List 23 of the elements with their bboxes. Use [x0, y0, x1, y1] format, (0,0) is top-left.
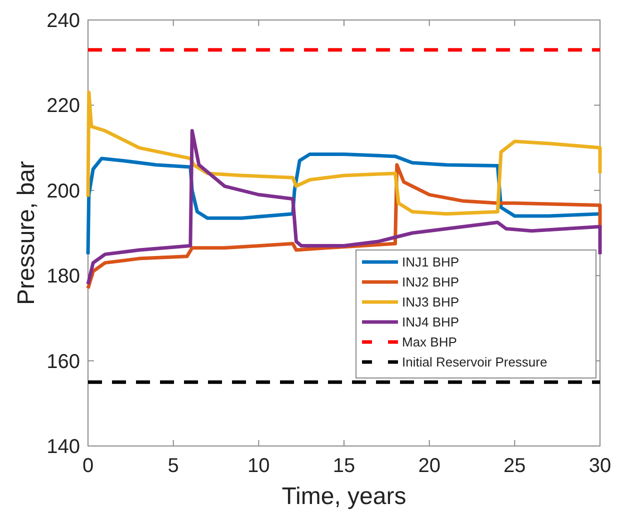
legend-label: Max BHP — [402, 334, 457, 350]
x-tick-label: 20 — [418, 455, 440, 477]
legend-label: INJ4 BHP — [402, 314, 460, 330]
line-series — [86, 129, 602, 286]
x-axis-title: Time, years — [282, 483, 406, 510]
y-tick-label: 140 — [46, 436, 80, 458]
legend-label: INJ3 BHP — [402, 294, 460, 310]
legend-label: Initial Reservoir Pressure — [402, 354, 548, 370]
x-tick-label: 15 — [332, 455, 356, 477]
x-tick-label: 25 — [504, 455, 526, 477]
y-tick-label: 180 — [46, 266, 80, 288]
y-tick-label: 240 — [46, 10, 80, 32]
y-tick-label: 160 — [46, 350, 80, 373]
line-series — [86, 90, 602, 216]
y-axis-title: Pressure, bar — [13, 160, 40, 306]
legend-label: INJ2 BHP — [402, 274, 460, 290]
x-tick-label: 5 — [168, 455, 179, 477]
x-tick-label: 0 — [82, 455, 94, 477]
y-tick-label: 220 — [46, 95, 80, 118]
x-tick-label: 10 — [248, 455, 270, 477]
y-tick-label: 200 — [46, 180, 80, 202]
x-tick-label: 30 — [588, 455, 612, 477]
legend-label: INJ1 BHP — [402, 254, 460, 270]
